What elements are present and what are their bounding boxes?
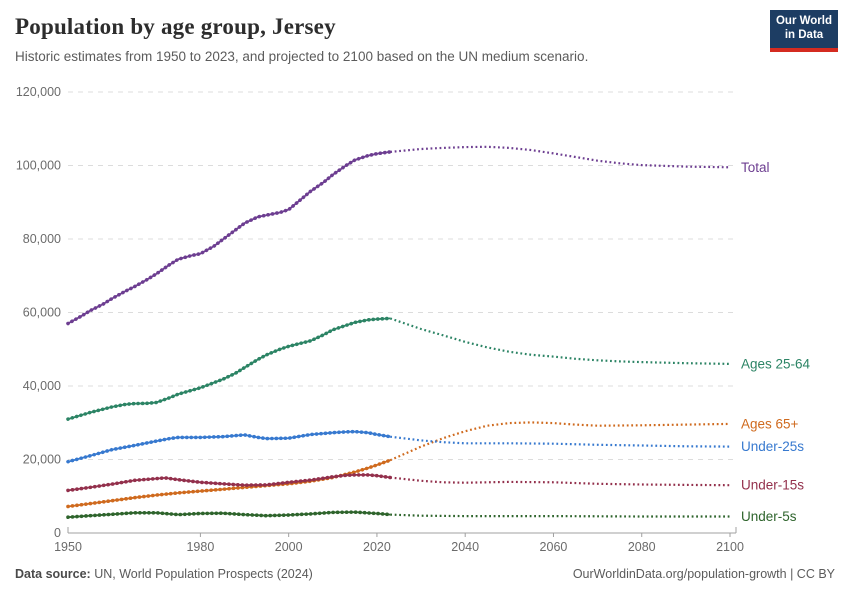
x-tick-label: 2060 (540, 540, 568, 554)
page-title: Population by age group, Jersey (15, 14, 336, 39)
y-tick-label: 100,000 (16, 159, 61, 173)
x-tick-label: 2040 (451, 540, 479, 554)
series-under-15s-historic-markers (66, 473, 392, 493)
y-tick-label: 40,000 (23, 379, 61, 393)
data-source-label: Data source: (15, 567, 91, 581)
series-label-ages-65-: Ages 65+ (741, 416, 799, 431)
series-under-15s-projection-line (390, 476, 731, 487)
x-tick-label: 2080 (628, 540, 656, 554)
data-source-note: Data source: UN, World Population Prospe… (15, 567, 313, 581)
series-under-25s-projection-line (390, 435, 731, 448)
x-tick-label: 1950 (54, 540, 82, 554)
series-label-under-15s: Under-15s (741, 478, 804, 493)
series-under-25s-historic-markers (66, 429, 392, 464)
series-ages-25-64-historic-line (67, 317, 391, 420)
y-tick-label: 20,000 (23, 453, 61, 467)
series-under-5s-projection-line (390, 513, 730, 518)
y-tick-label: 120,000 (16, 85, 61, 99)
series-ages-65--historic-markers (66, 458, 392, 509)
chart-subtitle: Historic estimates from 1950 to 2023, an… (15, 49, 589, 64)
series-total-projection-line (390, 145, 731, 169)
owid-link[interactable]: OurWorldinData.org/population-growth | C… (572, 567, 835, 581)
owid-logo-line1: Our World (775, 15, 832, 27)
series-label-under-5s: Under-5s (741, 509, 797, 524)
x-tick-label: 2100 (716, 540, 744, 554)
owid-logo-line2: in Data (784, 29, 824, 41)
series-label-under-25s: Under-25s (741, 439, 804, 454)
series-under-5s-historic-markers (66, 510, 392, 519)
chart-header: Population by age group, Jersey Historic… (15, 14, 755, 64)
series-total-historic-markers (66, 150, 392, 326)
chart-footer: Data source: UN, World Population Prospe… (15, 567, 835, 581)
series-label-ages-25-64: Ages 25-64 (741, 356, 811, 371)
data-source-text: UN, World Population Prospects (2024) (90, 567, 313, 581)
owid-logo[interactable]: Our World in Data (770, 10, 838, 52)
series-label-total: Total (741, 160, 770, 175)
y-tick-label: 60,000 (23, 306, 61, 320)
x-tick-label: 2020 (363, 540, 391, 554)
series-ages-25-64-projection-line (389, 317, 731, 365)
y-tick-label: 80,000 (23, 232, 61, 246)
y-tick-label: 0 (54, 526, 61, 540)
series-ages-65--projection-line (389, 421, 731, 462)
x-tick-label: 2000 (275, 540, 303, 554)
series-ages-25-64-historic-markers (66, 316, 392, 421)
x-tick-label: 1980 (186, 540, 214, 554)
